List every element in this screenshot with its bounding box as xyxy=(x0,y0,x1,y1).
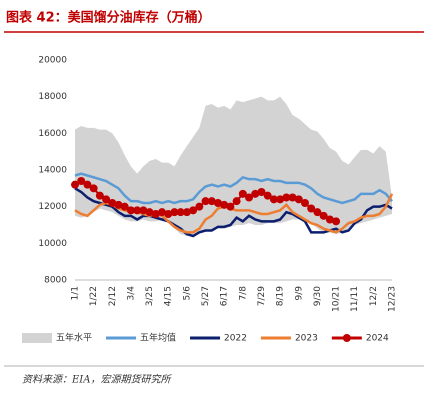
series-marker xyxy=(182,208,191,217)
x-tick-label: 5/27 xyxy=(201,286,211,306)
x-tick-label: 9/9 xyxy=(294,286,304,301)
series-marker xyxy=(71,180,79,189)
y-tick-label: 18000 xyxy=(38,92,67,102)
series-marker xyxy=(207,197,216,206)
series-marker xyxy=(332,217,341,226)
series-marker xyxy=(114,200,123,209)
series-marker xyxy=(226,202,235,211)
legend-label: 2022 xyxy=(224,334,247,344)
series-marker xyxy=(282,193,291,202)
series-marker xyxy=(176,208,185,217)
series-marker xyxy=(95,191,104,200)
legend-marker xyxy=(342,334,351,342)
series-marker xyxy=(120,202,129,211)
x-tick-label: 1/22 xyxy=(89,286,99,306)
series-marker xyxy=(151,210,160,218)
y-tick-label: 14000 xyxy=(38,166,67,176)
y-tick-label: 8000 xyxy=(44,276,67,286)
series-marker xyxy=(77,177,86,185)
series-marker xyxy=(307,204,316,213)
x-tick-label: 1/1 xyxy=(71,286,81,300)
series-marker xyxy=(325,215,334,224)
series-marker xyxy=(189,206,198,215)
x-tick-label: 6/17 xyxy=(220,286,230,306)
series-marker xyxy=(164,210,173,218)
series-marker xyxy=(276,195,285,204)
legend-swatch xyxy=(22,333,52,343)
x-tick-label: 3/4 xyxy=(126,286,136,301)
series-marker xyxy=(257,188,266,196)
y-tick-label: 16000 xyxy=(38,129,67,139)
x-tick-label: 12/2 xyxy=(369,286,379,306)
series-marker xyxy=(170,208,179,217)
legend-label: 2024 xyxy=(366,334,389,344)
series-marker xyxy=(319,211,328,220)
series-line xyxy=(74,172,393,205)
series-marker xyxy=(108,199,117,207)
legend-label: 五年均值 xyxy=(140,332,176,344)
y-tick-label: 20000 xyxy=(38,56,67,66)
x-tick-label: 8/19 xyxy=(276,286,286,306)
y-tick-label: 10000 xyxy=(38,239,67,249)
source-note: 资料来源：EIA，宏源期货研究所 xyxy=(22,374,172,386)
series-marker xyxy=(133,206,142,215)
series-marker xyxy=(313,208,322,217)
series-marker xyxy=(300,199,309,207)
x-tick-label: 11/11 xyxy=(350,286,360,312)
series-marker xyxy=(195,202,204,211)
chart-title: 图表 42：美国馏分油库存（万桶） xyxy=(6,10,211,26)
x-tick-label: 7/8 xyxy=(238,286,248,301)
series-marker xyxy=(288,193,297,202)
series-marker xyxy=(158,208,167,217)
x-tick-label: 5/6 xyxy=(182,286,192,301)
series-marker xyxy=(89,184,98,193)
x-tick-label: 12/23 xyxy=(388,286,398,312)
x-tick-label: 3/25 xyxy=(145,286,155,306)
series-marker xyxy=(83,180,92,189)
series-marker xyxy=(213,199,222,207)
series-marker xyxy=(126,206,135,215)
series-marker xyxy=(102,195,111,204)
series-marker xyxy=(201,197,210,206)
series-marker xyxy=(245,193,254,202)
x-tick-label: 10/21 xyxy=(332,286,342,312)
series-marker xyxy=(238,189,247,198)
x-tick-label: 4/15 xyxy=(164,286,174,306)
series-marker xyxy=(220,200,229,209)
series-marker xyxy=(232,197,241,206)
series-marker xyxy=(145,208,154,217)
legend-label: 2023 xyxy=(295,334,318,344)
series-marker xyxy=(139,206,148,215)
y-tick-label: 12000 xyxy=(38,202,67,212)
series-marker xyxy=(251,189,260,198)
series-marker xyxy=(294,195,303,204)
series-marker xyxy=(269,195,278,204)
x-tick-label: 9/30 xyxy=(313,286,323,306)
series-marker xyxy=(263,191,272,200)
x-tick-label: 2/12 xyxy=(108,286,118,306)
x-tick-label: 7/29 xyxy=(257,286,267,306)
legend-label: 五年水平 xyxy=(56,332,92,344)
